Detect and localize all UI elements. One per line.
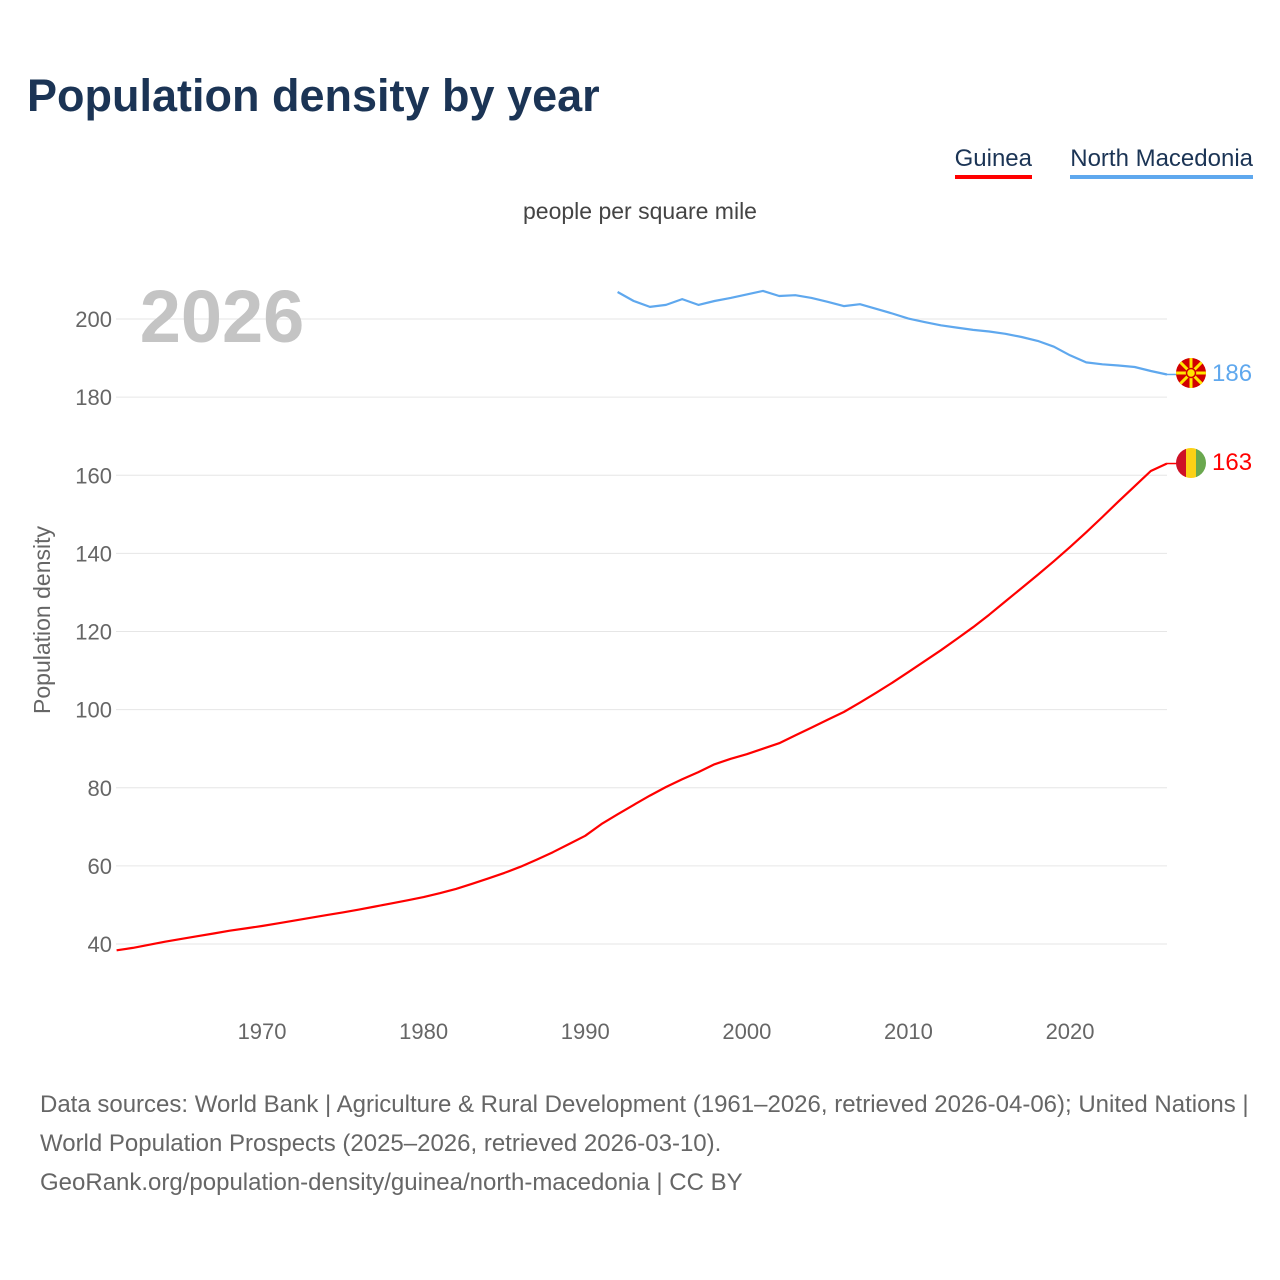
year-watermark: 2026 xyxy=(140,275,305,358)
data-sources-text: Data sources: World Bank | Agriculture &… xyxy=(40,1091,1249,1157)
x-tick-label: 1970 xyxy=(238,1019,287,1044)
legend-item-guinea[interactable]: Guinea xyxy=(954,145,1032,179)
y-tick-label: 40 xyxy=(88,932,112,957)
x-tick-label: 2000 xyxy=(722,1019,771,1044)
y-tick-label: 180 xyxy=(75,385,112,410)
y-tick-label: 60 xyxy=(88,854,112,879)
y-tick-label: 120 xyxy=(75,620,112,645)
legend-item-north-macedonia[interactable]: North Macedonia xyxy=(1070,145,1253,179)
y-tick-label: 160 xyxy=(75,463,112,488)
y-tick-label: 100 xyxy=(75,698,112,723)
y-tick-label: 80 xyxy=(88,776,112,801)
y-axis-label: Population density xyxy=(29,526,55,714)
source-link[interactable]: GeoRank.org/population-density/guinea/no… xyxy=(40,1169,743,1196)
x-tick-label: 1990 xyxy=(561,1019,610,1044)
y-tick-label: 200 xyxy=(75,307,112,332)
north-macedonia-end-label: 186 xyxy=(1212,360,1252,387)
footer-sources: Data sources: World Bank | Agriculture &… xyxy=(40,1085,1250,1202)
guinea-flag-icon xyxy=(1176,448,1206,478)
chart-title: Population density by year xyxy=(27,70,600,121)
x-tick-label: 2010 xyxy=(884,1019,933,1044)
chart-subtitle: people per square mile xyxy=(523,198,757,224)
y-tick-label: 140 xyxy=(75,541,112,566)
x-tick-label: 1980 xyxy=(399,1019,448,1044)
guinea-end-label: 163 xyxy=(1212,449,1252,476)
x-tick-label: 2020 xyxy=(1046,1019,1095,1044)
north-macedonia-line xyxy=(617,289,1168,376)
guinea-line xyxy=(116,462,1168,952)
north-macedonia-flag-icon xyxy=(1176,358,1206,388)
